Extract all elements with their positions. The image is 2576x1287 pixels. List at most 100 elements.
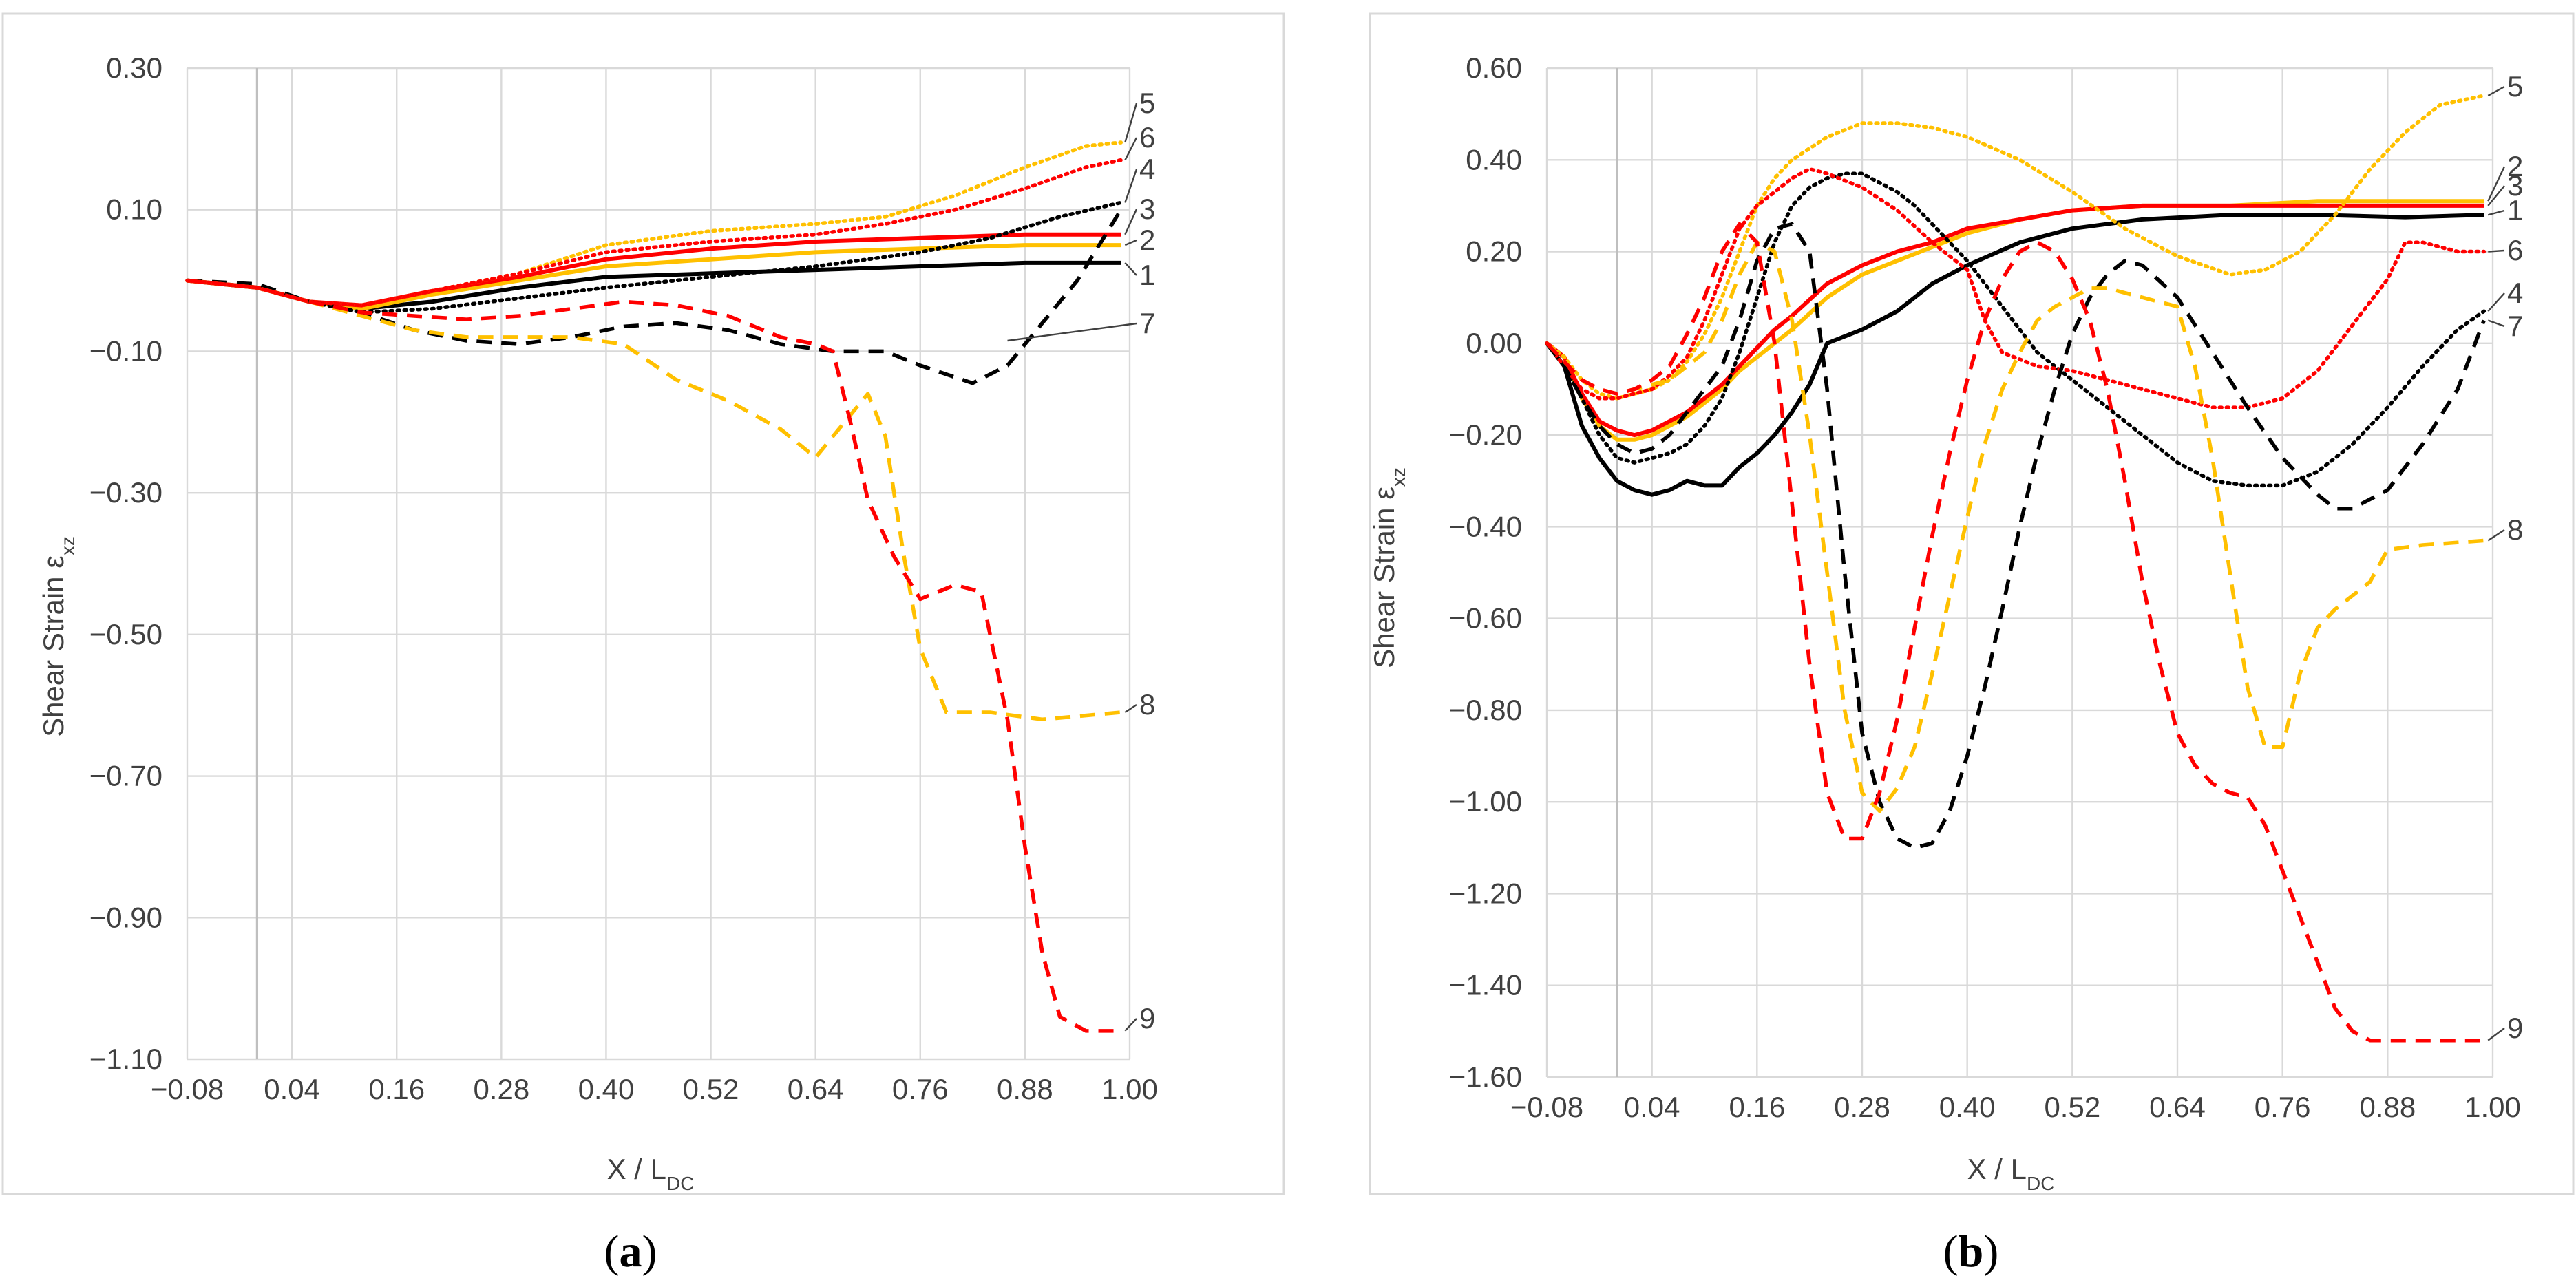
y-tick-label: −0.90 [89,901,162,933]
y-axis-title-text-b: Shear Strain ε [1368,487,1400,668]
leader-line-6 [2488,249,2505,253]
x-tick-label: 0.28 [1834,1091,1890,1123]
series-label-6: 6 [1139,121,1155,153]
y-ticks-b: 0.60 0.40 0.20 0.00 −0.20 −0.40 −0.60 −0.80 −1.0… [1449,52,1522,1093]
chart-panel-b: 0.60 0.40 0.20 0.00 −0.20 −0.40 −0.60 −0.80 −1.0… [1368,12,2575,1195]
x-ticks-b: −0.08 0.04 0.16 0.28 0.40 0.52 0.64 0.76 0.88 1.0… [1510,1091,2521,1123]
series-line-9 [187,278,1121,1033]
y-axis-title-sub-b: xz [1388,467,1409,487]
series-line-1 [1545,213,2484,497]
series-labels-b: 5 231 6 47 8 9 [2487,70,2523,1044]
series-b [1545,94,2487,1043]
leader-line-7 [2487,319,2505,328]
x-tick-label: 0.04 [1624,1091,1680,1123]
series-label-9: 9 [2507,1012,2523,1044]
caption-a-letter: a [620,1226,642,1277]
chart-panel-a: 0.30 0.10 −0.10 −0.30 −0.50 −0.70 −0.90 −1.10 −… [1,12,1285,1195]
x-tick-label: 0.76 [2255,1091,2311,1123]
leader-line-5 [1124,103,1138,143]
leader-line-2 [2487,166,2506,202]
series-line-4 [1545,171,2487,488]
chart-frame-a [1,12,1285,1195]
series-label-6: 6 [2507,234,2523,266]
series-label-2: 2 [2507,150,2523,182]
series-label-5: 5 [2507,70,2523,103]
series-line-7 [1545,222,2486,850]
y-axis-title-a: Shear Strain εxz [37,536,78,737]
series-label-3: 3 [2507,169,2523,202]
y-ticks-a: 0.30 0.10 −0.10 −0.30 −0.50 −0.70 −0.90 −1.10 [89,52,162,1075]
series-label-9: 9 [1139,1002,1155,1034]
x-axis-title-text-a: X / L [607,1153,666,1185]
series-line-3 [1545,203,2484,438]
series-label-5: 5 [1139,87,1155,119]
y-tick-label: −0.10 [89,334,162,367]
series-label-3: 3 [1139,193,1155,225]
series-label-2: 2 [1139,224,1155,256]
x-tick-label: 0.04 [264,1073,320,1105]
chart-frame-b [1369,12,2575,1195]
y-axis-title-text-a: Shear Strain ε [37,555,70,737]
x-axis-title-b: X / LDC [1967,1153,2055,1194]
series-label-7: 7 [1139,307,1155,339]
leader-line-9 [1124,1018,1137,1032]
x-tick-label: 1.00 [2464,1091,2521,1123]
y-axis-title-b: Shear Strain εxz [1368,467,1409,668]
leader-line-9 [2487,1028,2505,1041]
caption-a: (a) [604,1226,657,1277]
leader-line-1 [2487,209,2505,216]
series-line-8 [1545,240,2484,813]
y-tick-label: −0.70 [89,760,162,792]
leader-line-4 [1124,169,1138,203]
series-a [185,140,1123,1033]
series-label-8: 8 [1139,688,1155,721]
leader-line-3 [1124,209,1138,235]
series-label-4: 4 [2507,277,2523,309]
y-tick-label: −0.40 [1449,510,1522,542]
leader-line-6 [1124,137,1138,161]
y-tick-label: −1.20 [1449,877,1522,909]
x-tick-label: 0.64 [788,1073,844,1105]
series-label-7: 7 [2507,310,2523,342]
x-tick-label: 0.16 [368,1073,425,1105]
x-axis-title-sub-b: DC [2027,1173,2054,1194]
y-tick-label: 0.10 [106,193,162,226]
y-tick-label: −1.40 [1449,969,1522,1001]
x-tick-label: 0.28 [473,1073,529,1105]
y-axis-title-sub-a: xz [57,536,78,555]
x-axis-title-text-b: X / L [1967,1153,2027,1185]
series-line-6 [1545,167,2487,410]
leader-line-2 [1124,239,1137,246]
y-tick-label: −0.60 [1449,602,1522,635]
leader-line-3 [2487,185,2505,206]
series-line-9 [1545,222,2484,1043]
y-tick-label: −0.30 [89,476,162,509]
grid-a [186,67,1131,1061]
x-tick-label: 0.88 [2359,1091,2416,1123]
leader-line-7 [1007,322,1137,342]
x-tick-label: 0.52 [683,1073,739,1105]
series-label-1: 1 [1139,259,1155,291]
series-line-8 [187,278,1121,722]
x-tick-label: 0.40 [1939,1091,1996,1123]
y-tick-label: −1.00 [1449,785,1522,818]
y-tick-label: 0.00 [1466,327,1522,359]
y-tick-label: 0.20 [1466,235,1522,268]
y-tick-label: −0.50 [89,618,162,650]
series-label-4: 4 [1139,153,1155,185]
x-tick-label: −0.08 [1510,1091,1583,1123]
y-tick-label: 0.30 [106,52,162,84]
leader-line-8 [2487,529,2505,542]
leader-line-5 [2487,85,2505,97]
x-tick-label: −0.08 [151,1073,224,1105]
x-tick-label: 0.64 [2149,1091,2206,1123]
y-tick-label: −0.20 [1449,418,1522,451]
x-axis-title-sub-a: DC [666,1173,694,1194]
x-axis-title-a: X / LDC [607,1153,695,1194]
x-tick-label: 0.40 [578,1073,635,1105]
x-tick-label: 0.52 [2044,1091,2100,1123]
y-tick-label: 0.60 [1466,52,1522,84]
x-tick-label: 0.16 [1729,1091,1785,1123]
